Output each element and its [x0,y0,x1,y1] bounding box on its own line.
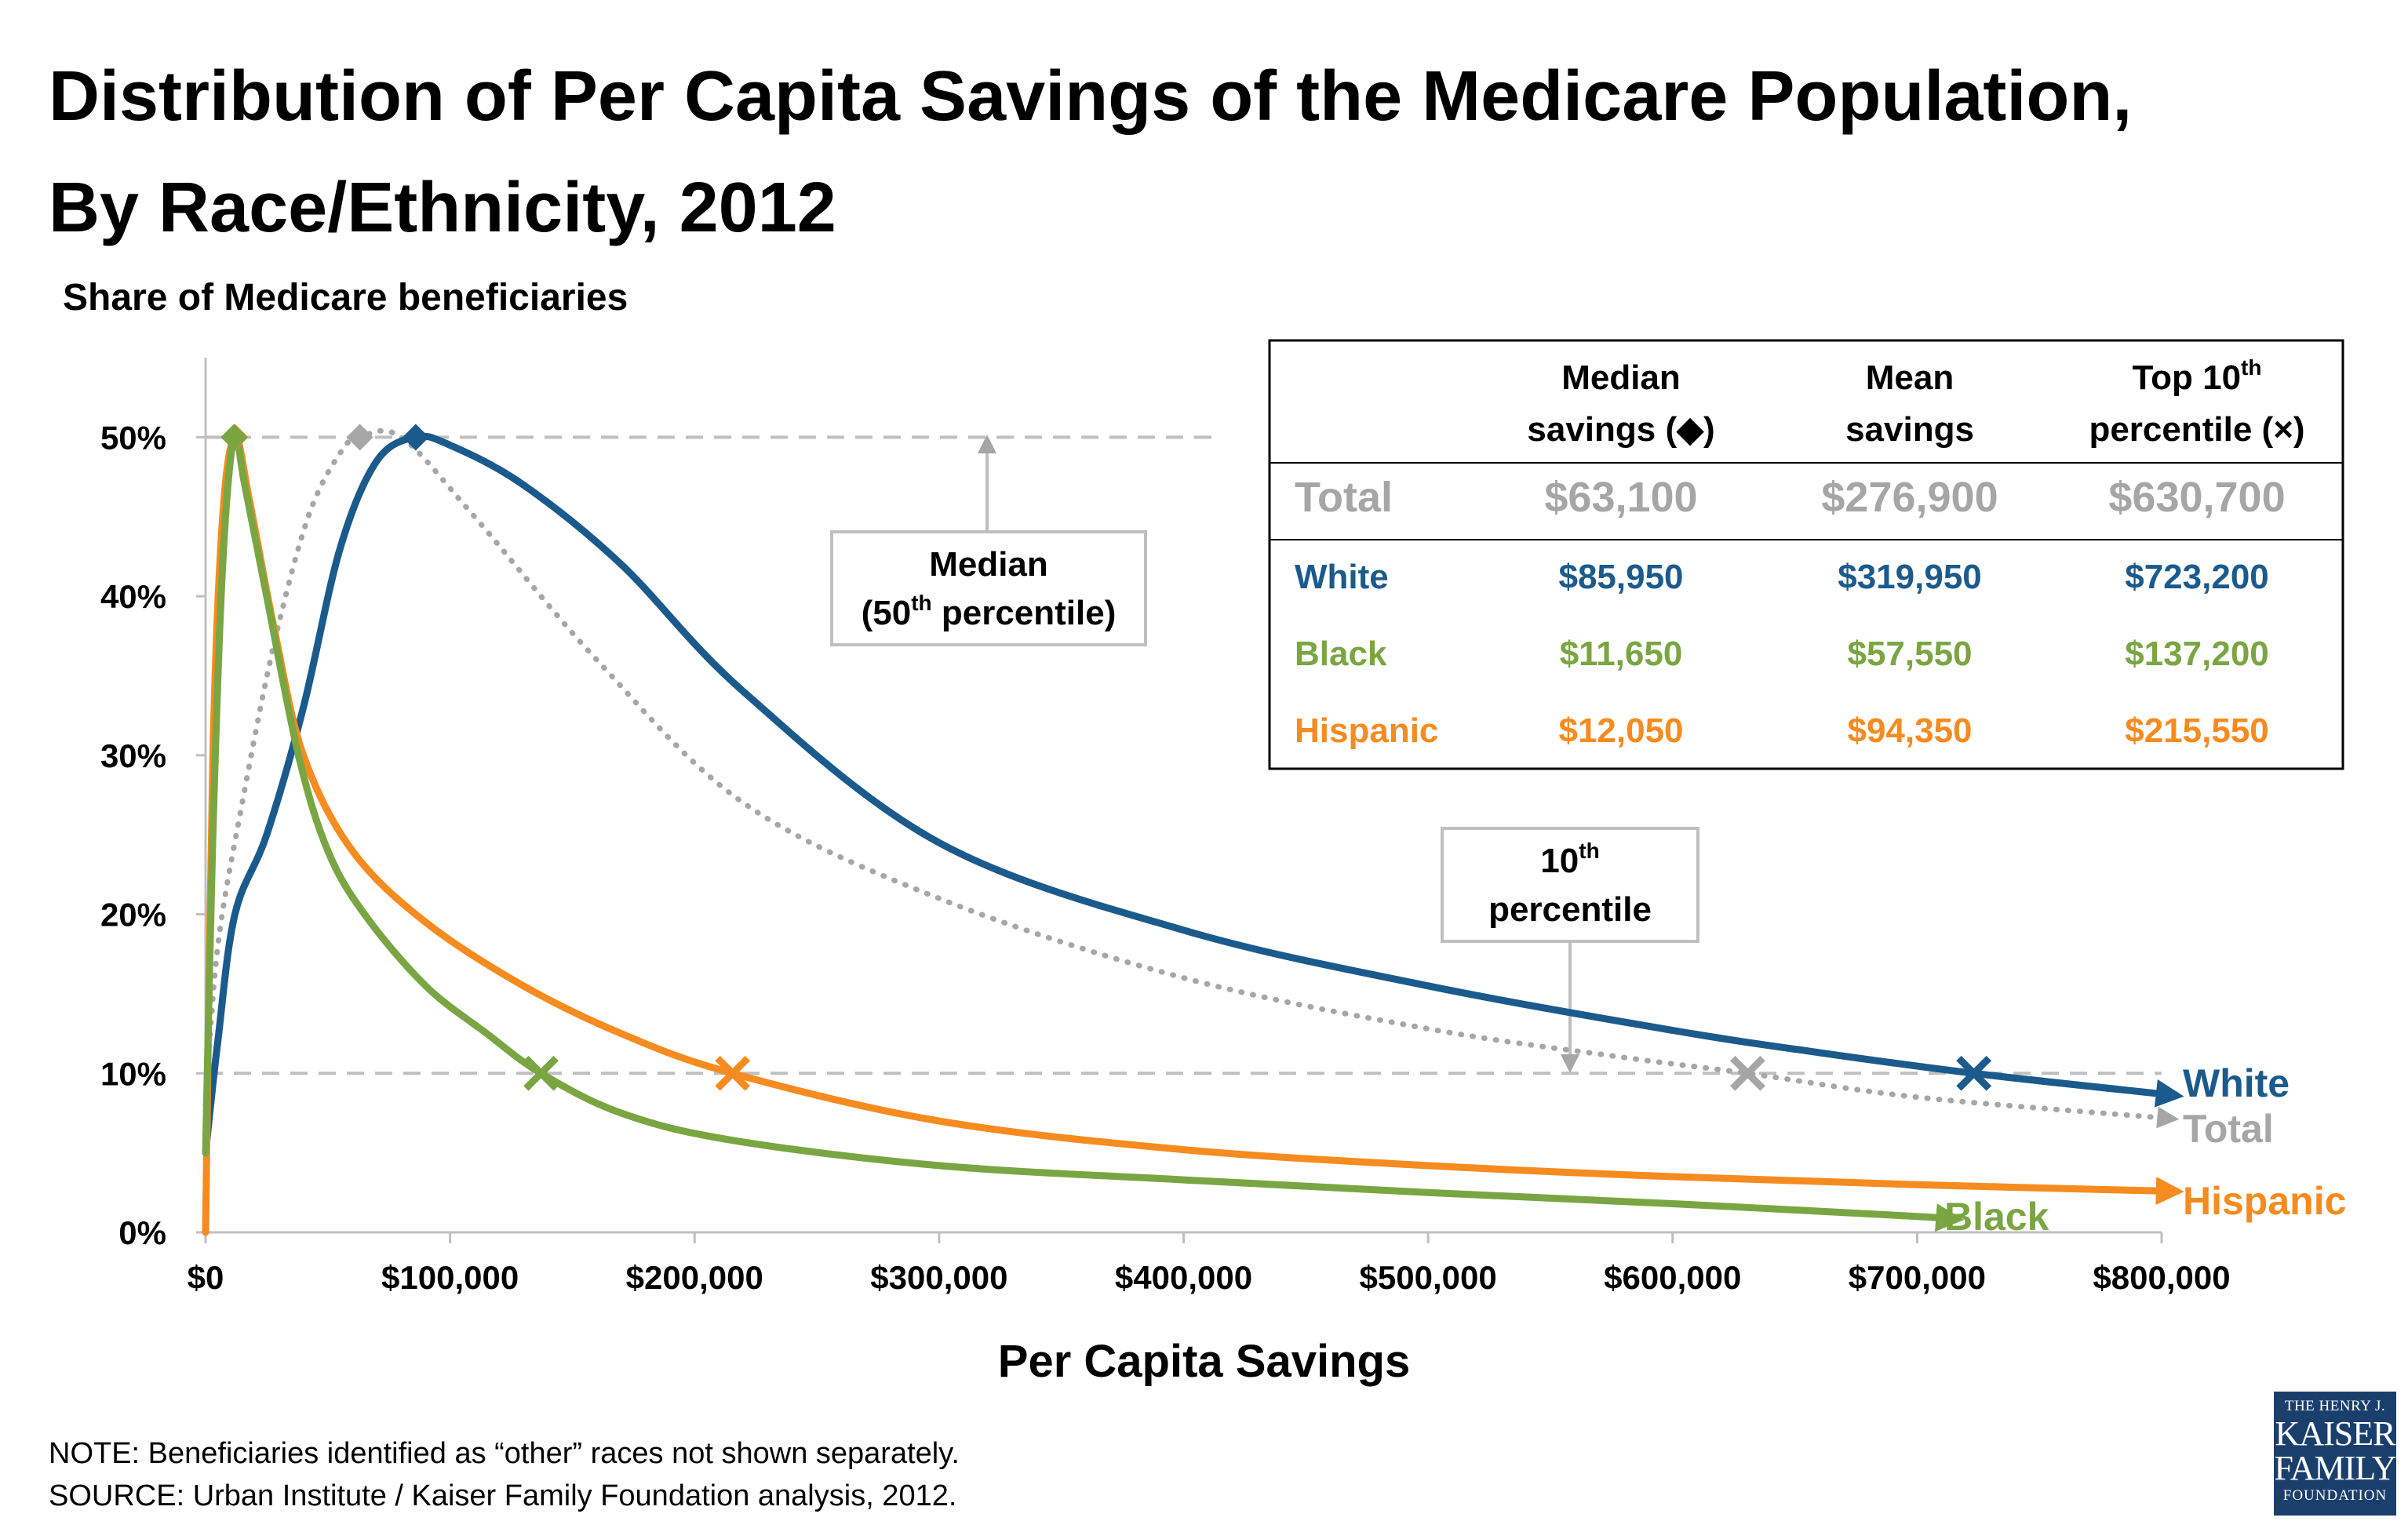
kff-logo-line1: THE HENRY J. [2284,1398,2386,1414]
header-top-l1: Top 10th [2133,355,2262,397]
series [202,428,2184,1236]
x-tick-label: $800,000 [2093,1259,2230,1296]
summary-table: Median savings (◆) Mean savings Top 10th… [1268,339,2344,770]
chart-title: Distribution of Per Capita Savings of th… [49,41,2387,264]
series-label-hispanic: Hispanic [2183,1179,2346,1223]
median-callout-line1: Median [929,545,1048,584]
table-row-black: Black $11,650 $57,550 $137,200 [1295,635,2269,673]
y-axis-title: Share of Medicare beneficiaries [63,277,628,318]
table-row-hispanic: Hispanic $12,050 $94,350 $215,550 [1295,711,2269,750]
kff-logo-line3: FAMILY [2274,1449,2396,1487]
table-cell-median: $12,050 [1558,711,1683,750]
series-line-black [202,431,1965,1232]
y-tick-label: 50% [100,419,166,456]
x-tick-label: $100,000 [381,1259,519,1296]
header-mean-l2: savings [1845,410,1974,449]
median-marker-total [346,424,373,451]
p10-callout-line2: percentile [1488,890,1652,929]
x-tick-label: $600,000 [1604,1259,1741,1296]
table-cell-median: $85,950 [1558,558,1683,596]
median-callout-line2: (50th percentile) [862,591,1117,632]
table-cell-top: $215,550 [2125,711,2269,750]
table-row-white: White $85,950 $319,950 $723,200 [1295,558,2269,596]
p10-marker-stroke [1956,1055,1992,1091]
summary-table-border [1268,339,2344,770]
x-tick-label: $300,000 [870,1259,1007,1296]
table-cell-label: Black [1295,635,1387,673]
series-label-total: Total [2183,1107,2274,1151]
series-line-white [202,432,2184,1157]
table-cell-label: White [1295,558,1389,596]
table-cell-label: Total [1295,474,1393,521]
header-median-l2: savings (◆) [1527,410,1714,449]
chart-title-line2: By Race/Ethnicity, 2012 [49,169,836,247]
y-tick-label: 0% [118,1214,166,1251]
kff-logo-line2: KAISER [2275,1414,2396,1453]
table-cell-median: $63,100 [1544,474,1697,521]
series-line-total [202,428,2180,1129]
header-median-l1: Median [1561,358,1681,397]
y-tick-label: 10% [100,1055,166,1092]
p10-marker-white [1956,1055,1992,1091]
kff-logo: THE HENRY J. KAISER FAMILY FOUNDATION [2274,1392,2397,1516]
y-tick-label: 40% [100,578,166,615]
median-marker-black [220,424,248,451]
p10-callout-line1: 10th [1540,839,1599,880]
table-row-total: Total $63,100 $276,900 $630,700 [1295,474,2286,521]
table-cell-mean: $276,900 [1821,474,1998,521]
p10-marker-stroke [523,1055,559,1091]
table-cell-top: $630,700 [2108,474,2285,521]
table-cell-top: $723,200 [2125,558,2269,596]
chart-title-line1: Distribution of Per Capita Savings of th… [49,57,2133,136]
kff-logo-line4: FOUNDATION [2282,1487,2388,1504]
markers [220,424,1992,1091]
x-tick-label: $500,000 [1360,1259,1497,1296]
footnote-source: SOURCE: Urban Institute / Kaiser Family … [49,1479,957,1512]
y-tick-label: 20% [100,897,166,933]
table-cell-mean: $57,550 [1847,635,1972,673]
x-tick-label: $700,000 [1849,1259,1986,1296]
axes: 0% 10% 20% 30% 40% 50% $0 $100,000 $200,000 $300,… [100,358,2231,1296]
x-tick-label: $400,000 [1115,1259,1252,1296]
x-tick-label: $0 [188,1259,224,1296]
p10-marker-stroke [715,1055,751,1091]
table-cell-median: $11,650 [1560,635,1683,673]
p10-marker-stroke [1730,1055,1765,1091]
table-cell-mean: $319,950 [1838,558,1982,596]
reference-lines [206,435,2162,1075]
summary-table-rows: Total $63,100 $276,900 $630,700 White $85,950… [1295,474,2286,750]
median-callout: Median (50th percentile) [830,435,1147,646]
header-top-l2: percentile (×) [2089,410,2304,449]
header-mean-l1: Mean [1866,358,1954,397]
footnote-note: NOTE: Beneficiaries identified as “other… [49,1437,960,1470]
series-label-white: White [2183,1061,2290,1105]
series-label-black: Black [1944,1195,2049,1239]
x-axis-title: Per Capita Savings [997,1336,1411,1387]
x-tick-label: $200,000 [626,1259,763,1296]
p10-marker-black [523,1055,559,1091]
median-marker-white [402,424,429,451]
median-callout-box [830,530,1147,646]
table-cell-top: $137,200 [2125,635,2269,673]
p10-marker-total [1730,1055,1765,1091]
p10-marker-hispanic [715,1055,751,1091]
table-cell-mean: $94,350 [1847,711,1972,750]
table-cell-label: Hispanic [1295,711,1438,750]
y-tick-label: 30% [100,737,166,774]
p10-callout: 10th percentile [1441,827,1699,1073]
